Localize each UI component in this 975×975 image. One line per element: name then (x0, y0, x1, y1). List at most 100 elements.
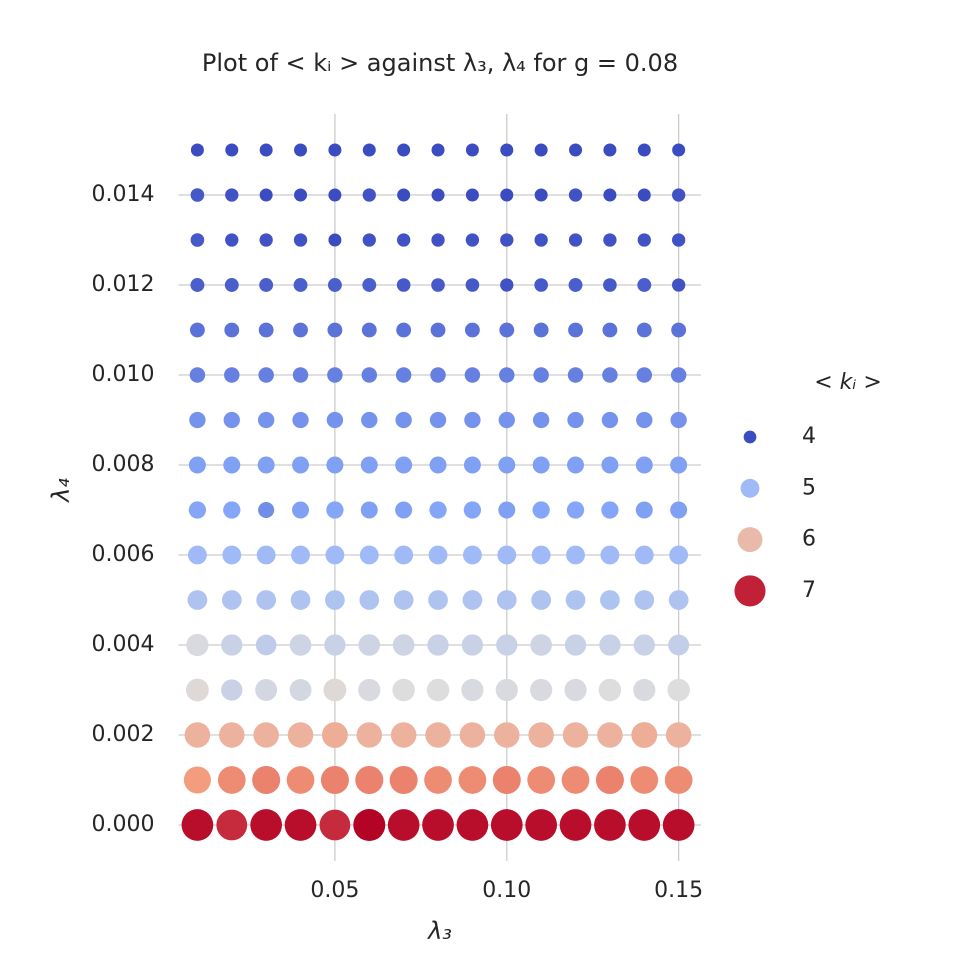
point (224, 322, 240, 338)
point (392, 678, 415, 702)
point (216, 809, 248, 841)
x-axis-label: λ₃ (426, 917, 452, 945)
point (431, 143, 445, 157)
point (637, 233, 651, 247)
point (428, 545, 448, 565)
point (356, 722, 383, 748)
point (672, 188, 686, 202)
point (428, 590, 448, 610)
point (568, 188, 583, 202)
point (464, 411, 481, 429)
point (362, 278, 377, 292)
point (496, 634, 518, 656)
legend-label: 5 (802, 475, 816, 500)
point (667, 678, 690, 702)
point (362, 188, 376, 202)
point (594, 809, 626, 841)
point (359, 590, 380, 610)
point (324, 634, 346, 656)
point (500, 278, 514, 292)
point (252, 765, 281, 795)
point (670, 367, 687, 383)
point (464, 367, 481, 383)
point (499, 322, 515, 338)
point (461, 678, 484, 702)
point (498, 501, 516, 519)
point (253, 722, 279, 748)
point (462, 545, 482, 565)
point (361, 322, 377, 338)
point (532, 456, 550, 474)
point (631, 722, 658, 748)
point (668, 634, 690, 656)
y-tick-label: 0.014 (92, 182, 155, 207)
point (325, 590, 345, 610)
point (465, 143, 479, 157)
point (672, 278, 686, 292)
point (532, 501, 550, 519)
x-tick-label: 0.05 (310, 878, 359, 903)
point (534, 188, 548, 202)
point (327, 278, 342, 292)
point (287, 722, 314, 748)
point (429, 456, 447, 474)
point (292, 501, 310, 519)
point (293, 322, 308, 338)
point (327, 322, 343, 338)
point (326, 456, 344, 474)
point (636, 411, 653, 429)
point (566, 501, 585, 519)
point (224, 278, 239, 292)
point (362, 233, 376, 247)
point (664, 766, 693, 794)
y-tick-label: 0.008 (92, 452, 155, 477)
point (492, 765, 521, 795)
point (493, 722, 520, 748)
point (637, 188, 651, 202)
point (567, 367, 584, 383)
point (559, 809, 592, 841)
point (461, 634, 484, 656)
point (389, 765, 418, 795)
point (534, 233, 548, 247)
point (190, 233, 205, 247)
point (465, 278, 480, 292)
point (255, 634, 277, 656)
point (328, 188, 342, 202)
point (634, 545, 654, 565)
x-tick-label: 0.15 (654, 878, 703, 903)
point (426, 678, 450, 702)
point (358, 678, 381, 702)
point (259, 143, 273, 157)
point (397, 188, 411, 202)
point (259, 233, 273, 247)
point (568, 322, 583, 338)
x-tick-label: 0.10 (482, 878, 531, 903)
point (567, 411, 584, 429)
point (422, 809, 454, 841)
point (323, 678, 347, 702)
point (633, 678, 656, 702)
point (190, 188, 205, 202)
legend-label: 6 (802, 527, 816, 552)
point (360, 456, 378, 474)
point (188, 456, 206, 474)
point (353, 809, 386, 841)
point (223, 456, 241, 474)
point (221, 590, 242, 610)
point (670, 411, 687, 429)
point (531, 590, 552, 610)
point (424, 766, 452, 794)
point (533, 367, 549, 383)
point (568, 278, 583, 292)
point (562, 722, 589, 748)
point (463, 501, 482, 519)
y-tick-label: 0.010 (92, 362, 155, 387)
point (184, 722, 211, 748)
point (189, 322, 205, 338)
point (498, 456, 516, 474)
point (360, 501, 378, 519)
point (603, 278, 617, 292)
